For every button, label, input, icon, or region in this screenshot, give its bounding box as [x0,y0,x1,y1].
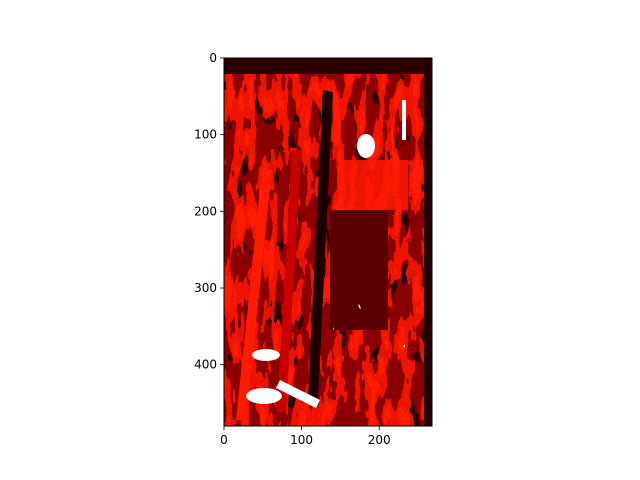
heatmap-white-specks [224,58,432,426]
y-axis-ticks: 0 100 200 300 400 [194,51,224,372]
x-tick-label: 100 [290,433,313,447]
x-tick-label: 200 [368,433,391,447]
y-tick-label: 400 [194,358,217,372]
axes-frame [223,57,433,427]
heatmap-image [224,58,432,426]
x-tick-label: 0 [220,433,228,447]
y-tick-label: 200 [194,204,217,218]
y-tick-label: 300 [194,281,217,295]
y-tick-label: 0 [209,51,217,65]
x-axis-ticks: 0 100 200 [220,426,391,447]
y-tick-label: 100 [194,128,217,142]
